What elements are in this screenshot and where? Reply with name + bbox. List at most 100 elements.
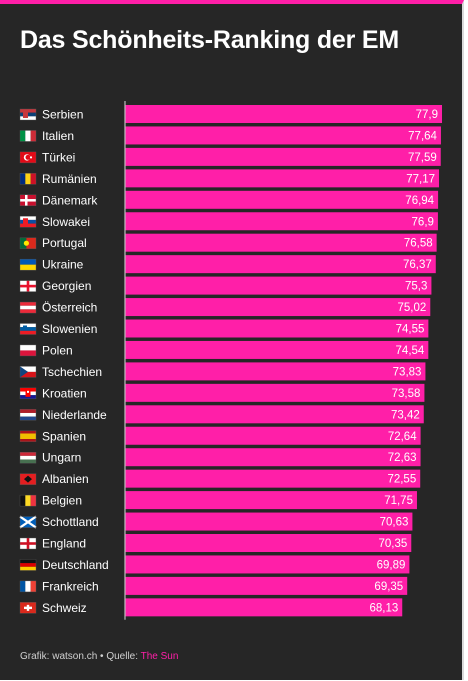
belgium-flag-icon <box>19 494 37 507</box>
france-flag-icon <box>19 580 37 593</box>
bar-value-label: 76,9 <box>412 216 434 228</box>
bar-value-label: 76,58 <box>404 238 433 250</box>
poland-flag-icon <box>19 344 37 357</box>
bar-value-label: 72,64 <box>388 431 417 443</box>
bar-chart: 77,9 77,64 77,59 77,17 76,94 76,9 76,58 76,37 75… <box>19 101 442 620</box>
category-label: Schweiz <box>42 601 87 615</box>
bar-value-label: 69,35 <box>374 581 403 593</box>
category-label: Niederlande <box>42 408 107 422</box>
category-label: Portugal <box>42 236 87 250</box>
bar <box>125 576 408 595</box>
bar <box>125 298 431 317</box>
austria-flag-icon <box>19 301 37 314</box>
slovenia-flag-icon <box>19 323 37 335</box>
bar <box>125 319 429 338</box>
bar <box>125 469 421 488</box>
category-label: Spanien <box>42 429 86 443</box>
bar-value-label: 74,55 <box>396 324 425 336</box>
netherlands-flag-icon <box>19 409 37 421</box>
spain-flag-icon <box>19 430 37 442</box>
footer-source-label: Quelle: <box>106 651 141 662</box>
bar-value-label: 76,94 <box>405 195 434 207</box>
category-label: Rumänien <box>42 172 97 186</box>
bar-value-label: 73,83 <box>393 366 422 378</box>
bars-group: 77,9 77,64 77,59 77,17 76,94 76,9 76,58 76,37 75… <box>125 105 442 617</box>
slovakia-flag-icon <box>19 216 37 228</box>
denmark-flag-icon <box>19 194 37 207</box>
bar-value-label: 77,59 <box>408 152 437 164</box>
bar <box>125 426 421 445</box>
bar-value-label: 70,63 <box>380 517 409 529</box>
bar <box>125 362 426 381</box>
category-label: Tschechien <box>42 365 102 379</box>
category-labels-group: Serbien Italien Türkei Rumänien Dänemark Slow… <box>19 108 109 615</box>
category-label: Österreich <box>42 301 97 315</box>
italy-flag-icon <box>19 130 37 142</box>
category-label: Belgien <box>42 494 82 508</box>
category-label: Türkei <box>42 150 75 164</box>
category-label: Frankreich <box>42 579 99 593</box>
category-label: Schottland <box>42 515 99 529</box>
category-label: Ukraine <box>42 258 84 272</box>
scotland-flag-icon <box>19 515 37 529</box>
category-label: Kroatien <box>42 386 87 400</box>
bar-value-label: 68,13 <box>369 602 398 614</box>
croatia-flag-icon <box>19 387 37 400</box>
bar <box>125 383 425 402</box>
ukraine-flag-icon <box>19 258 37 271</box>
category-label: Deutschland <box>42 558 109 572</box>
bar-value-label: 72,55 <box>387 474 416 486</box>
bar <box>125 598 403 617</box>
albania-flag-icon <box>19 473 37 485</box>
turkey-flag-icon <box>19 151 37 164</box>
bar <box>125 212 438 231</box>
category-label: Dänemark <box>42 193 98 207</box>
category-label: Georgien <box>42 279 91 293</box>
category-label: Polen <box>42 343 73 357</box>
england-flag-icon <box>19 537 37 550</box>
georgia-flag-icon <box>19 280 37 292</box>
bar-value-label: 77,9 <box>416 109 438 121</box>
romania-flag-icon <box>19 173 37 185</box>
bar <box>125 340 429 359</box>
bar-value-label: 73,42 <box>391 409 420 421</box>
bar <box>125 448 421 467</box>
bar <box>125 491 417 510</box>
bar-value-label: 75,3 <box>405 281 427 293</box>
category-label: Albanien <box>42 472 89 486</box>
bar <box>125 147 441 166</box>
chart-title: Das Schönheits-Ranking der EM <box>20 26 399 54</box>
bar-value-label: 76,37 <box>403 259 432 271</box>
bar-value-label: 75,02 <box>397 302 426 314</box>
portugal-flag-icon <box>19 237 37 249</box>
hungary-flag-icon <box>19 452 37 464</box>
category-label: Slowakei <box>42 215 90 229</box>
switzerland-flag-icon <box>19 602 37 614</box>
bar <box>125 405 424 424</box>
bar-value-label: 77,64 <box>408 130 437 142</box>
bar <box>125 169 440 188</box>
bar <box>125 255 436 274</box>
bar <box>125 105 442 123</box>
footer-source-link[interactable]: The Sun <box>140 651 179 662</box>
category-label: Slowenien <box>42 322 97 336</box>
bar-value-label: 70,35 <box>378 538 407 550</box>
bar <box>125 126 441 145</box>
footer: Grafik: watson.ch • Quelle: The Sun <box>20 651 178 662</box>
bar <box>125 233 437 252</box>
footer-credit: Grafik: watson.ch <box>20 651 98 662</box>
category-label: Italien <box>42 129 74 143</box>
bar-value-label: 69,89 <box>377 559 406 571</box>
bar <box>125 276 432 295</box>
category-label: Ungarn <box>42 451 81 465</box>
germany-flag-icon <box>19 559 37 571</box>
czechia-flag-icon <box>19 366 37 378</box>
bar <box>125 555 410 574</box>
bar-value-label: 71,75 <box>384 495 413 507</box>
category-label: England <box>42 537 86 551</box>
serbia-flag-icon <box>19 108 37 121</box>
bar-value-label: 72,63 <box>388 452 417 464</box>
category-label: Serbien <box>42 108 83 122</box>
bar <box>125 534 412 552</box>
